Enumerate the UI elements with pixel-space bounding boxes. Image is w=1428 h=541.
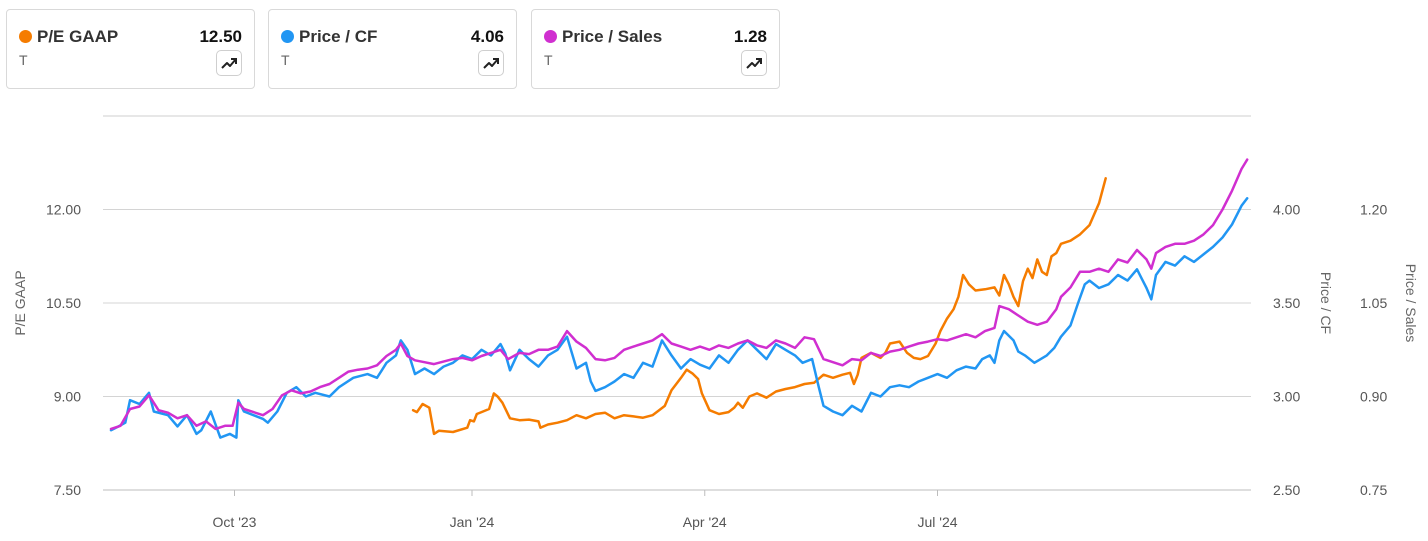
y-tick-right-cf: 3.50 xyxy=(1273,295,1300,311)
series-line-p-e-gaap xyxy=(411,177,1107,436)
series-color-dot xyxy=(281,30,294,43)
valuation-chart: 12.00 10.50 9.00 7.50 4.00 3.50 3.00 2.50 1.20 1.… xyxy=(12,115,1419,530)
y-axis-title-left: P/E GAAP xyxy=(12,270,28,335)
trend-chart-button[interactable] xyxy=(216,50,242,76)
series-line-price-cf xyxy=(109,197,1249,439)
ticker-symbol: T xyxy=(19,52,28,68)
y-tick-left: 12.00 xyxy=(46,202,81,218)
y-tick-right-cf: 3.00 xyxy=(1273,389,1300,405)
metric-card[interactable]: Price / CF 4.06 T xyxy=(268,9,517,89)
metric-value: 1.28 xyxy=(733,27,767,46)
trend-up-icon xyxy=(483,58,499,69)
y-tick-right-sales: 0.90 xyxy=(1360,389,1387,405)
trend-up-icon xyxy=(221,58,237,69)
ticker-symbol: T xyxy=(281,52,290,68)
metric-value: 4.06 xyxy=(470,27,504,46)
y-tick-right-sales: 1.20 xyxy=(1360,202,1387,218)
metric-card[interactable]: P/E GAAP 12.50 T xyxy=(6,9,255,89)
metric-name: Price / CF xyxy=(299,27,378,46)
metric-name: P/E GAAP xyxy=(37,27,119,46)
metric-name: Price / Sales xyxy=(562,27,663,46)
trend-up-icon xyxy=(746,58,762,69)
y-tick-left: 10.50 xyxy=(46,295,81,311)
series-color-dot xyxy=(544,30,557,43)
series-color-dot xyxy=(19,30,32,43)
trend-chart-button[interactable] xyxy=(741,50,767,76)
y-tick-right-sales: 1.05 xyxy=(1360,295,1387,311)
series-line-price-sales xyxy=(109,158,1249,431)
x-tick-label: Apr '24 xyxy=(683,514,727,530)
y-tick-right-cf: 2.50 xyxy=(1273,482,1300,498)
x-tick-label: Jul '24 xyxy=(917,514,957,530)
metric-card[interactable]: Price / Sales 1.28 T xyxy=(531,9,780,89)
x-tick-label: Oct '23 xyxy=(213,514,257,530)
metric-value: 12.50 xyxy=(199,27,242,46)
ticker-symbol: T xyxy=(544,52,553,68)
y-axis-title-right-cf: Price / CF xyxy=(1318,272,1334,334)
y-tick-left: 9.00 xyxy=(54,389,81,405)
trend-chart-button[interactable] xyxy=(478,50,504,76)
y-tick-right-cf: 4.00 xyxy=(1273,202,1300,218)
x-tick-label: Jan '24 xyxy=(450,514,495,530)
y-axis-title-right-sales: Price / Sales xyxy=(1403,264,1419,343)
y-tick-right-sales: 0.75 xyxy=(1360,482,1387,498)
y-tick-left: 7.50 xyxy=(54,482,81,498)
